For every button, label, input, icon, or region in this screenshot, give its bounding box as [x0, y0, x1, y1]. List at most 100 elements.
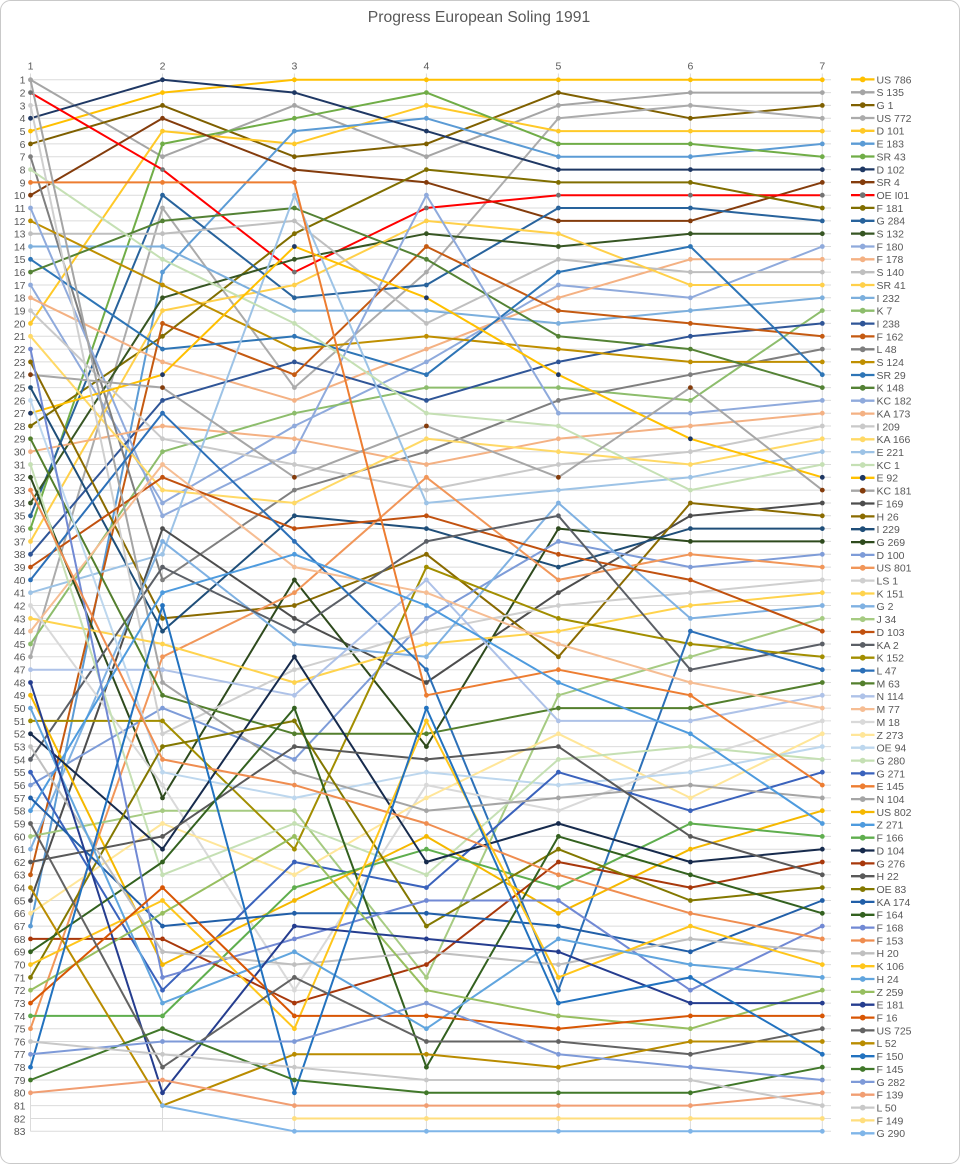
svg-text:65: 65	[14, 895, 26, 907]
svg-text:35: 35	[14, 511, 26, 523]
svg-text:38: 38	[14, 549, 26, 561]
svg-text:1: 1	[20, 75, 26, 87]
svg-text:L 50: L 50	[877, 1103, 897, 1115]
svg-text:23: 23	[14, 357, 26, 369]
svg-text:77: 77	[14, 1049, 26, 1061]
svg-text:J 34: J 34	[877, 614, 897, 626]
svg-text:Z 271: Z 271	[877, 820, 904, 832]
svg-text:19: 19	[14, 306, 26, 318]
svg-text:K 7: K 7	[877, 306, 893, 318]
svg-text:E 145: E 145	[877, 781, 905, 793]
svg-text:73: 73	[14, 998, 26, 1010]
svg-text:15: 15	[14, 254, 26, 266]
svg-text:9: 9	[20, 177, 26, 189]
svg-text:31: 31	[14, 459, 26, 471]
svg-text:KA 174: KA 174	[877, 897, 911, 909]
svg-text:F 164: F 164	[877, 910, 904, 922]
svg-text:K 152: K 152	[877, 653, 905, 665]
svg-text:K 106: K 106	[877, 961, 905, 973]
svg-text:H 26: H 26	[877, 511, 899, 523]
svg-text:F 169: F 169	[877, 498, 904, 510]
svg-text:62: 62	[14, 857, 26, 869]
svg-text:OE I01: OE I01	[877, 190, 910, 202]
svg-text:46: 46	[14, 652, 26, 664]
svg-text:Z 259: Z 259	[877, 987, 904, 999]
svg-text:66: 66	[14, 908, 26, 920]
svg-text:E 181: E 181	[877, 1000, 905, 1012]
svg-text:SR 43: SR 43	[877, 151, 906, 163]
svg-text:25: 25	[14, 383, 26, 395]
svg-text:67: 67	[14, 921, 26, 933]
svg-text:75: 75	[14, 1024, 26, 1036]
svg-text:5: 5	[20, 126, 26, 138]
svg-text:D 101: D 101	[877, 126, 905, 138]
svg-text:69: 69	[14, 947, 26, 959]
svg-text:72: 72	[14, 985, 26, 997]
svg-text:G 269: G 269	[877, 537, 906, 549]
svg-text:7: 7	[20, 152, 26, 164]
svg-text:S 140: S 140	[877, 267, 905, 279]
svg-text:I 238: I 238	[877, 319, 901, 331]
svg-text:29: 29	[14, 434, 26, 446]
svg-text:SR 41: SR 41	[877, 280, 906, 292]
svg-text:F 16: F 16	[877, 1013, 898, 1025]
svg-text:6: 6	[687, 60, 693, 72]
svg-text:68: 68	[14, 934, 26, 946]
svg-text:F 145: F 145	[877, 1064, 904, 1076]
svg-text:58: 58	[14, 806, 26, 818]
svg-text:43: 43	[14, 613, 26, 625]
svg-text:KC 182: KC 182	[877, 396, 912, 408]
svg-text:M 77: M 77	[877, 704, 901, 716]
svg-text:82: 82	[14, 1113, 26, 1125]
svg-text:11: 11	[15, 203, 26, 215]
svg-text:53: 53	[14, 742, 26, 754]
svg-text:39: 39	[14, 562, 26, 574]
svg-text:10: 10	[14, 190, 26, 202]
svg-text:F 180: F 180	[877, 241, 904, 253]
svg-text:70: 70	[14, 960, 26, 972]
svg-text:K 151: K 151	[877, 588, 905, 600]
svg-text:D 102: D 102	[877, 164, 905, 176]
svg-text:41: 41	[14, 588, 26, 600]
svg-text:F 149: F 149	[877, 1115, 904, 1127]
svg-text:D 103: D 103	[877, 627, 905, 639]
svg-text:3: 3	[20, 100, 26, 112]
svg-text:71: 71	[14, 972, 26, 984]
svg-text:G 1: G 1	[877, 100, 894, 112]
svg-text:50: 50	[14, 703, 26, 715]
svg-text:51: 51	[14, 716, 26, 728]
svg-text:64: 64	[14, 883, 26, 895]
svg-text:Z 273: Z 273	[877, 730, 904, 742]
svg-text:L 52: L 52	[877, 1038, 897, 1050]
svg-text:KA 2: KA 2	[877, 640, 899, 652]
svg-text:30: 30	[14, 447, 26, 459]
svg-text:3: 3	[291, 60, 297, 72]
svg-text:US 786: US 786	[877, 74, 912, 86]
svg-text:24: 24	[14, 370, 26, 382]
svg-text:28: 28	[14, 421, 26, 433]
svg-text:36: 36	[14, 524, 26, 536]
svg-text:E 221: E 221	[877, 447, 905, 459]
svg-text:56: 56	[14, 780, 26, 792]
svg-text:1: 1	[28, 60, 34, 72]
svg-text:18: 18	[14, 293, 26, 305]
svg-text:37: 37	[14, 536, 26, 548]
svg-text:2: 2	[160, 60, 166, 72]
svg-text:59: 59	[14, 818, 26, 830]
svg-text:D 100: D 100	[877, 550, 905, 562]
svg-text:OE 94: OE 94	[877, 743, 907, 755]
svg-text:SR 4: SR 4	[877, 177, 901, 189]
svg-text:76: 76	[14, 1036, 26, 1048]
svg-text:6: 6	[20, 139, 26, 151]
svg-text:S 132: S 132	[877, 229, 905, 241]
svg-text:F 153: F 153	[877, 935, 904, 947]
svg-text:22: 22	[14, 344, 26, 356]
svg-text:K 148: K 148	[877, 383, 905, 395]
svg-text:G 290: G 290	[877, 1128, 906, 1140]
svg-text:54: 54	[14, 754, 26, 766]
svg-text:F 139: F 139	[877, 1090, 904, 1102]
svg-text:81: 81	[14, 1101, 26, 1113]
svg-text:7: 7	[819, 60, 825, 72]
svg-text:Progress European Soling 1991: Progress European Soling 1991	[368, 9, 590, 26]
svg-text:8: 8	[20, 165, 26, 177]
